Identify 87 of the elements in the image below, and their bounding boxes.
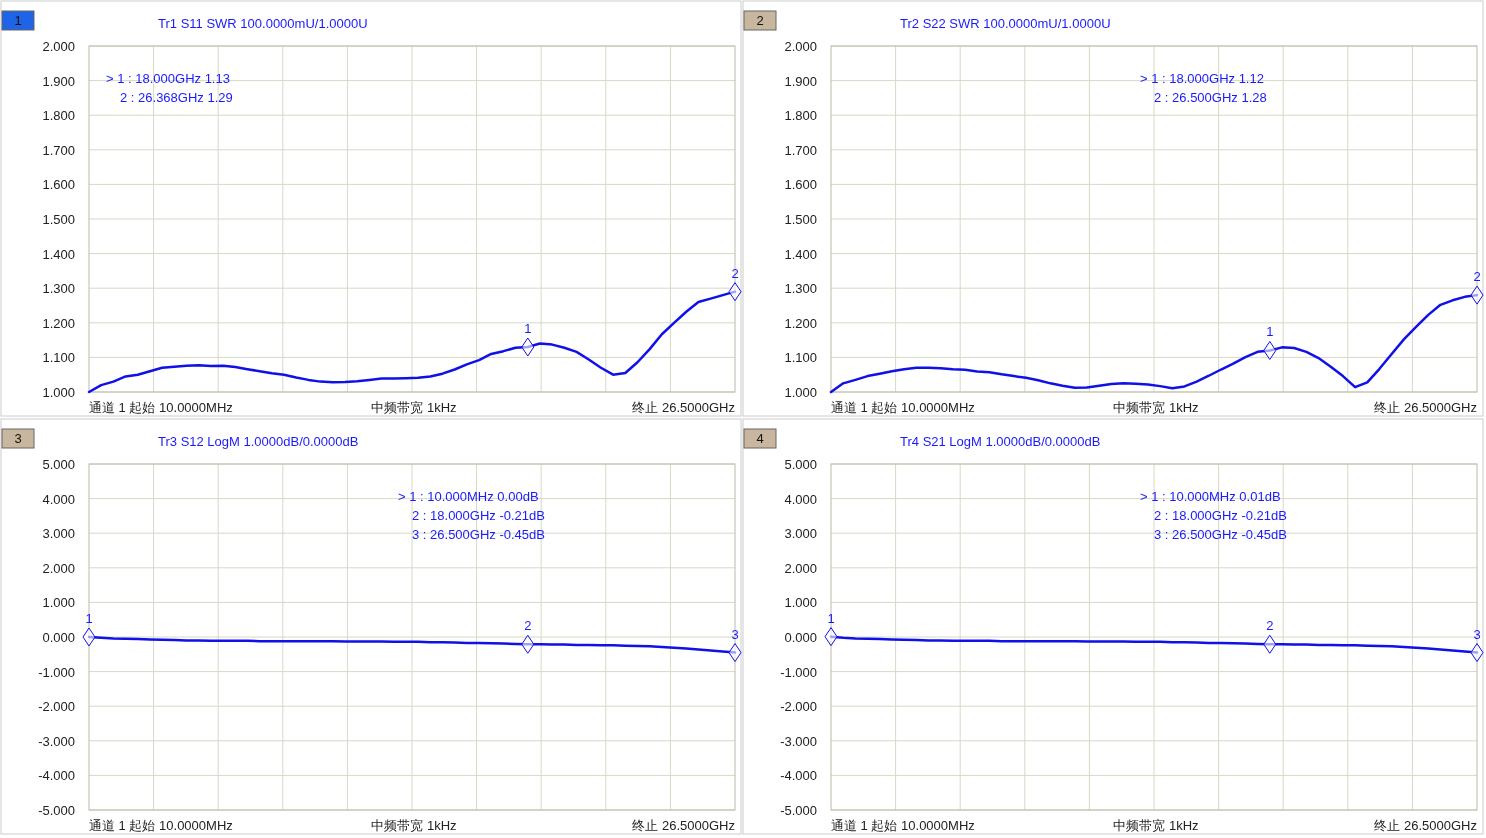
y-tick-label: 1.700: [42, 142, 75, 158]
y-tick-label: 1.600: [42, 177, 75, 193]
y-tick-label: -2.000: [38, 699, 75, 715]
y-tick-label: 1.800: [42, 108, 75, 124]
y-tick-label: -3.000: [780, 733, 817, 749]
point: [1263, 634, 1277, 654]
annotation: 2 : 26.500GHz 1.28: [1154, 90, 1267, 105]
text: 通道 1 起始 10.0000MHz: [831, 400, 975, 415]
text: 中频带宽 1kHz: [1113, 818, 1199, 833]
annotation: 3: [731, 626, 739, 642]
text: 终止 26.5000GHz: [632, 818, 735, 833]
y-tick-label: -3.000: [38, 733, 75, 749]
text: 4: [756, 431, 764, 446]
text: 通道 1 起始 10.0000MHz: [89, 400, 233, 415]
annotation: > 1 : 10.000MHz 0.00dB: [398, 489, 539, 504]
y-tick-label: 1.600: [784, 177, 817, 193]
annotation: 3 : 26.500GHz -0.45dB: [1154, 527, 1287, 542]
annotation: 3: [1473, 626, 1481, 642]
text: 终止 26.5000GHz: [1374, 818, 1477, 833]
y-tick-label: 0.000: [42, 630, 75, 645]
y-tick-label: -4.000: [38, 768, 75, 784]
annotation: 2: [731, 265, 739, 281]
y-tick-label: 4.000: [42, 491, 75, 507]
text: 终止 26.5000GHz: [1374, 400, 1477, 415]
y-tick-label: 1.700: [784, 142, 817, 158]
y-tick-label: 1.500: [42, 212, 75, 227]
text: 中频带宽 1kHz: [1113, 400, 1199, 415]
text: 终止 26.5000GHz: [632, 400, 735, 415]
annotation: 2 : 18.000GHz -0.21dB: [412, 508, 545, 523]
annotation: 2: [1473, 269, 1481, 285]
y-tick-label: 1.100: [42, 350, 75, 366]
text: 通道 1 起始 10.0000MHz: [89, 818, 233, 833]
annotation: 1: [85, 611, 93, 626]
y-tick-label: 1.800: [784, 108, 817, 124]
text: 通道 1 起始 10.0000MHz: [831, 818, 975, 833]
point: [1470, 643, 1484, 663]
y-tick-label: 3.000: [784, 526, 817, 542]
text: 3: [14, 431, 22, 446]
y-tick-label: 1.500: [784, 212, 817, 227]
chart-title: Tr3 S12 LogM 1.0000dB/0.0000dB: [158, 434, 359, 449]
y-tick-label: 1.000: [42, 385, 75, 400]
y-tick-label: 2.000: [784, 560, 817, 576]
point: [824, 627, 838, 647]
y-tick-label: 5.000: [784, 457, 817, 472]
y-tick-label: -5.000: [38, 803, 75, 818]
y-tick-label: 5.000: [42, 457, 75, 472]
y-tick-label: 1.100: [784, 350, 817, 366]
y-tick-label: -1.000: [780, 664, 817, 680]
annotation: > 1 : 10.000MHz 0.01dB: [1140, 489, 1281, 504]
text: 中频带宽 1kHz: [371, 400, 457, 415]
y-tick-label: -1.000: [38, 664, 75, 680]
annotation: 3 : 26.500GHz -0.45dB: [412, 527, 545, 542]
annotation: 2 : 26.368GHz 1.29: [120, 90, 233, 105]
annotation: 1: [1266, 324, 1274, 340]
y-tick-label: 1.000: [42, 595, 75, 611]
y-tick-label: 1.200: [784, 315, 817, 331]
annotation: 1: [827, 610, 835, 626]
chart-title: Tr1 S11 SWR 100.0000mU/1.0000U: [158, 16, 368, 31]
y-tick-label: 4.000: [784, 491, 817, 507]
text: 1: [14, 13, 22, 28]
annotation: 2 : 18.000GHz -0.21dB: [1154, 508, 1287, 523]
y-tick-label: 1.000: [784, 385, 817, 400]
chart-title: Tr2 S22 SWR 100.0000mU/1.0000U: [900, 16, 1111, 31]
y-tick-label: 1.000: [784, 595, 817, 611]
y-tick-label: -2.000: [780, 699, 817, 715]
y-tick-label: 1.300: [784, 281, 817, 297]
y-tick-label: 1.200: [42, 315, 75, 331]
y-tick-label: 1.300: [42, 281, 75, 297]
annotation: 2: [1266, 618, 1274, 634]
y-tick-label: 2.000: [42, 39, 75, 54]
text: 2: [756, 13, 764, 28]
annotation: > 1 : 18.000GHz 1.13: [106, 71, 230, 86]
annotation: 2: [524, 618, 532, 634]
y-tick-label: 3.000: [42, 526, 75, 542]
y-tick-label: 1.400: [784, 246, 817, 262]
chart-title: Tr4 S21 LogM 1.0000dB/0.0000dB: [900, 434, 1101, 449]
y-tick-label: 1.900: [42, 73, 75, 89]
y-tick-label: 2.000: [42, 560, 75, 576]
y-tick-label: 0.000: [784, 630, 817, 645]
y-tick-label: 1.900: [784, 73, 817, 89]
y-tick-label: -4.000: [780, 768, 817, 784]
y-tick-label: 2.000: [784, 39, 817, 54]
text: 中频带宽 1kHz: [371, 818, 457, 833]
y-tick-label: 1.400: [42, 246, 75, 262]
annotation: > 1 : 18.000GHz 1.12: [1140, 71, 1264, 86]
y-tick-label: -5.000: [780, 803, 817, 818]
annotation: 1: [524, 321, 532, 337]
